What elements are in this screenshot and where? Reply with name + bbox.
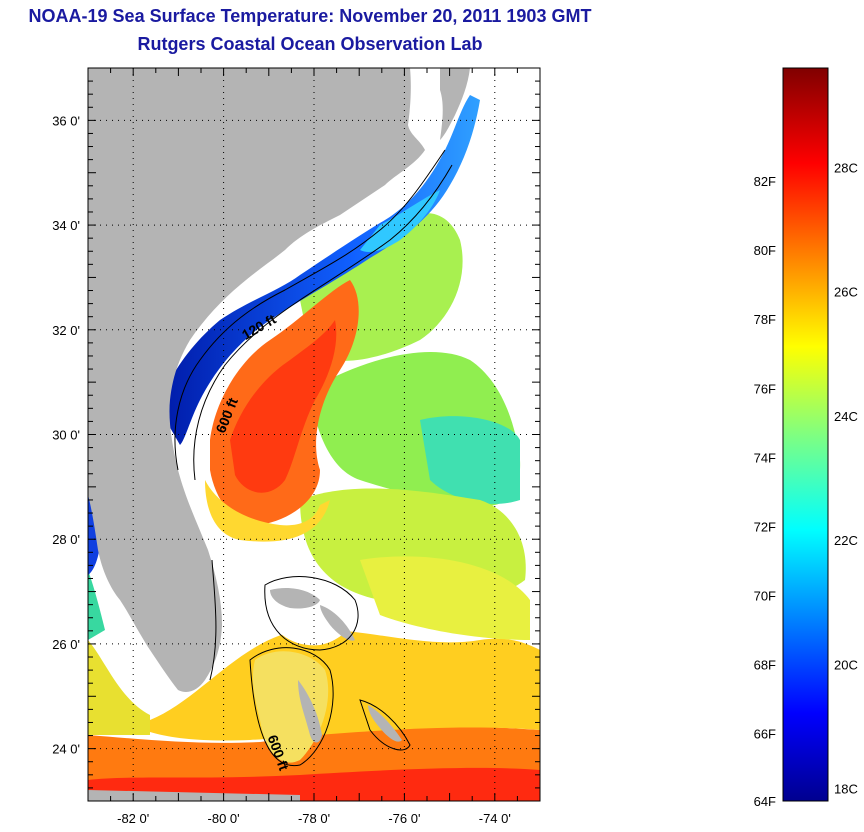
colorbar-f-label: 82F xyxy=(754,174,776,189)
land-layer xyxy=(88,68,470,801)
map-content xyxy=(88,68,540,801)
map-title: NOAA-19 Sea Surface Temperature: Novembe… xyxy=(28,6,592,26)
cuba-land xyxy=(88,790,300,801)
latitude-labels: 36 0' 34 0' 32 0' 30 0' 28 0' 26 0' 24 0' xyxy=(52,113,80,756)
longitude-label: -78 0' xyxy=(298,811,330,826)
longitude-label: -74 0' xyxy=(479,811,511,826)
contour-bahamas-bank xyxy=(264,576,359,651)
latitude-label: 28 0' xyxy=(52,532,80,547)
latitude-label: 34 0' xyxy=(52,218,80,233)
contour-600ft-florida xyxy=(209,559,217,681)
latitude-label: 32 0' xyxy=(52,323,80,338)
latitude-label: 24 0' xyxy=(52,742,80,757)
longitude-label: -80 0' xyxy=(208,811,240,826)
longitude-label: -82 0' xyxy=(117,811,149,826)
latitude-label: 36 0' xyxy=(52,113,80,128)
sst-patch xyxy=(420,416,520,504)
contour-great-bahama-bank xyxy=(249,647,334,767)
axis-ticks xyxy=(87,67,541,802)
colorbar-f-label: 74F xyxy=(754,450,776,465)
colorbar-f-label: 68F xyxy=(754,657,776,672)
contour-120ft xyxy=(174,149,446,471)
florida-southeast-us-land xyxy=(88,68,425,692)
colorbar-f-label: 80F xyxy=(754,243,776,258)
colorbar xyxy=(782,67,829,802)
sst-patch xyxy=(150,629,540,741)
colorbar-fahrenheit-labels: 82F 80F 78F 76F 74F 72F 70F 68F 66F 64F xyxy=(754,174,776,809)
eleuthera-island xyxy=(368,705,402,742)
colorbar-c-label: 26C xyxy=(834,285,858,300)
sst-patch xyxy=(360,556,530,640)
colorbar-c-label: 28C xyxy=(834,160,858,175)
colorbar-c-label: 18C xyxy=(834,782,858,797)
sst-patch xyxy=(230,320,337,493)
longitude-labels: -82 0' -80 0' -78 0' -76 0' -74 0' xyxy=(117,811,511,826)
colorbar-c-label: 20C xyxy=(834,657,858,672)
colorbar-f-label: 78F xyxy=(754,312,776,327)
contour-eleuthera xyxy=(359,699,411,751)
sst-patch xyxy=(252,651,329,763)
longitude-label: -76 0' xyxy=(388,811,420,826)
sst-patch xyxy=(88,640,150,735)
colorbar-celsius-labels: 28C 26C 24C 22C 20C 18C xyxy=(834,160,858,796)
map-subtitle: Rutgers Coastal Ocean Observation Lab xyxy=(137,34,483,54)
colorbar-c-label: 24C xyxy=(834,409,858,424)
colorbar-f-label: 66F xyxy=(754,726,776,741)
abaco-island xyxy=(320,605,355,641)
outer-banks-land xyxy=(440,68,470,140)
graticule xyxy=(88,68,540,801)
sst-patch xyxy=(205,480,330,542)
andros-island xyxy=(298,680,322,743)
colorbar-f-label: 72F xyxy=(754,519,776,534)
grand-bahama-island xyxy=(270,588,320,609)
colorbar-f-label: 70F xyxy=(754,588,776,603)
colorbar-f-label: 64F xyxy=(754,794,776,809)
colorbar-c-label: 22C xyxy=(834,533,858,548)
sst-patch xyxy=(88,570,105,640)
latitude-label: 26 0' xyxy=(52,637,80,652)
latitude-label: 30 0' xyxy=(52,428,80,443)
sst-patch xyxy=(360,190,440,252)
colorbar-f-label: 76F xyxy=(754,381,776,396)
